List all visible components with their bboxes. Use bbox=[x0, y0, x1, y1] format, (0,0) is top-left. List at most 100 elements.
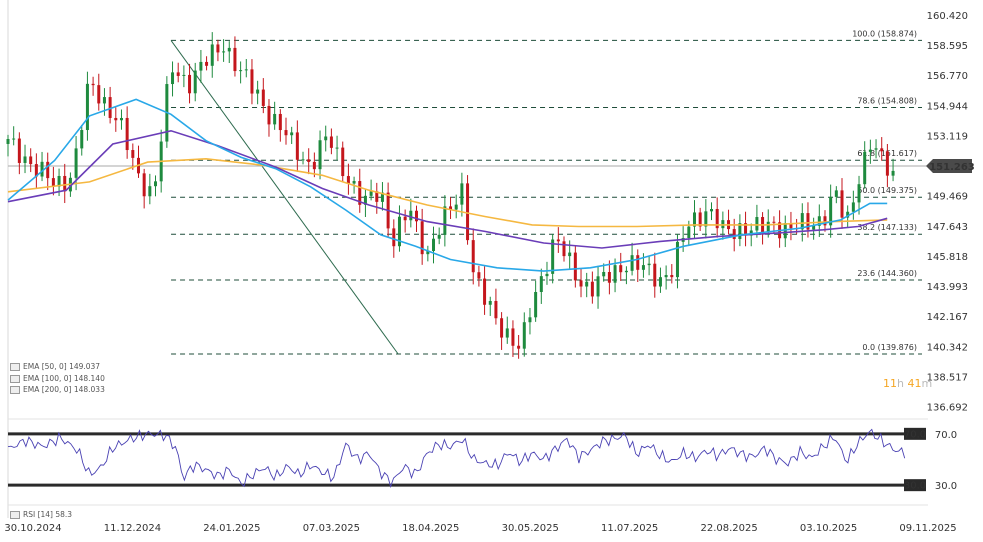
candle-body bbox=[51, 178, 55, 187]
indicator-icon bbox=[10, 511, 20, 519]
rsi-level-tag-label-0: 70.0 bbox=[904, 429, 926, 440]
candle-body bbox=[108, 97, 112, 118]
fib-level-label-4: 38.2 (147.133) bbox=[857, 223, 917, 232]
candle-body bbox=[715, 209, 719, 229]
indicator-icon bbox=[10, 386, 20, 394]
price-tick-label-12: 138.517 bbox=[927, 372, 968, 383]
date-tick-label-7: 22.08.2025 bbox=[700, 523, 757, 534]
candle-body bbox=[823, 216, 827, 226]
candle-body bbox=[494, 300, 498, 319]
candle-body bbox=[301, 159, 305, 161]
candle-body bbox=[466, 183, 470, 241]
candle-body bbox=[772, 221, 776, 223]
candle-body bbox=[783, 223, 787, 239]
candle-body bbox=[602, 271, 606, 277]
candle-body bbox=[505, 328, 509, 338]
price-tick-label-9: 143.993 bbox=[927, 282, 968, 293]
fib-level-label-0: 100.0 (158.874) bbox=[852, 29, 917, 38]
candle-body bbox=[131, 150, 135, 158]
candle-body bbox=[210, 44, 214, 66]
candle-body bbox=[420, 221, 424, 255]
candle-body bbox=[284, 130, 288, 136]
candle-body bbox=[874, 148, 878, 150]
date-tick-label-0: 30.10.2024 bbox=[4, 523, 61, 534]
candle-body bbox=[732, 229, 736, 240]
candle-body bbox=[432, 238, 436, 252]
candle-body bbox=[460, 183, 464, 205]
legend-ema-100: EMA [100, 0] 148.140 bbox=[10, 374, 105, 383]
candle-body bbox=[437, 234, 441, 239]
candle-body bbox=[766, 221, 770, 233]
candle-body bbox=[23, 156, 27, 163]
candle-body bbox=[789, 223, 793, 229]
candle-body bbox=[522, 322, 526, 349]
candle-body bbox=[80, 130, 84, 149]
rsi-level-tag-0 bbox=[904, 427, 926, 440]
candle-body bbox=[834, 190, 838, 197]
candle-body bbox=[295, 132, 299, 160]
candle-body bbox=[142, 173, 146, 197]
candle-body bbox=[114, 117, 118, 121]
legend-rsi: RSI [14] 58.3 bbox=[10, 510, 72, 519]
candle-body bbox=[647, 263, 651, 266]
candle-body bbox=[692, 212, 696, 227]
candle-body bbox=[335, 147, 339, 149]
candle-body bbox=[511, 328, 515, 346]
candle-body bbox=[551, 239, 555, 274]
candle-body bbox=[154, 181, 158, 187]
candle-body bbox=[641, 265, 645, 270]
fib-level-label-3: 50.0 (149.375) bbox=[857, 186, 917, 195]
candle-body bbox=[57, 175, 61, 187]
candle-body bbox=[443, 206, 447, 235]
candle-body bbox=[670, 275, 674, 278]
candle-body bbox=[380, 192, 384, 202]
candle-body bbox=[290, 132, 294, 136]
candle-body bbox=[545, 273, 549, 277]
candle-body bbox=[488, 300, 492, 305]
rsi-axis-label-1: 30.0 bbox=[935, 481, 957, 492]
fib-level-label-1: 78.6 (154.808) bbox=[857, 97, 917, 106]
candle-body bbox=[483, 278, 487, 305]
legend-ema-50: EMA [50, 0] 149.037 bbox=[10, 362, 100, 371]
ema-50-line bbox=[7, 98, 888, 272]
candle-body bbox=[256, 89, 260, 94]
date-tick-label-3: 07.03.2025 bbox=[303, 523, 360, 534]
candle-body bbox=[454, 204, 458, 210]
candle-body bbox=[17, 138, 21, 163]
candle-body bbox=[477, 272, 481, 279]
candle-body bbox=[188, 74, 192, 94]
candle-body bbox=[312, 161, 316, 170]
candle-body bbox=[800, 213, 804, 230]
price-tick-label-11: 140.342 bbox=[927, 342, 968, 353]
candle-body bbox=[12, 138, 16, 140]
candle-body bbox=[596, 276, 600, 297]
candle-body bbox=[267, 105, 271, 125]
candle-body bbox=[363, 195, 367, 205]
candle-body bbox=[500, 318, 504, 338]
candle-body bbox=[885, 151, 889, 176]
candle-body bbox=[868, 149, 872, 152]
candle-body bbox=[812, 225, 816, 230]
candle-body bbox=[199, 61, 203, 71]
candle-body bbox=[891, 170, 895, 176]
candle-body bbox=[63, 175, 67, 192]
candle-body bbox=[653, 263, 657, 287]
candle-body bbox=[568, 252, 572, 257]
candle-body bbox=[91, 83, 95, 86]
legend-ema-200: EMA [200, 0] 148.033 bbox=[10, 385, 105, 394]
candle-body bbox=[664, 275, 668, 278]
candle-body bbox=[863, 151, 867, 185]
candle-body bbox=[392, 228, 396, 247]
candle-body bbox=[624, 270, 628, 273]
candle-body bbox=[698, 212, 702, 227]
candle-body bbox=[409, 210, 413, 221]
candle-body bbox=[222, 51, 226, 53]
candle-body bbox=[562, 241, 566, 257]
candle-body bbox=[216, 44, 220, 53]
date-tick-label-5: 30.05.2025 bbox=[502, 523, 559, 534]
candle-body bbox=[539, 276, 543, 292]
candle-body bbox=[817, 216, 821, 226]
candle-body bbox=[585, 281, 589, 287]
candle-body bbox=[193, 70, 197, 94]
